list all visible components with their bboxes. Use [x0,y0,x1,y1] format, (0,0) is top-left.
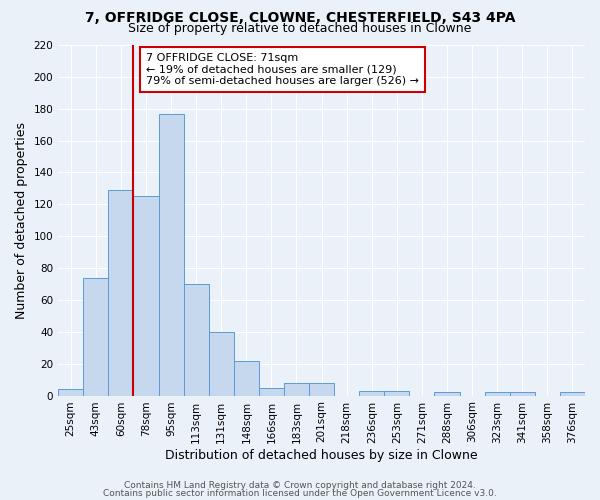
Text: 7 OFFRIDGE CLOSE: 71sqm
← 19% of detached houses are smaller (129)
79% of semi-d: 7 OFFRIDGE CLOSE: 71sqm ← 19% of detache… [146,53,419,86]
Bar [133,196,158,396]
Text: Contains HM Land Registry data © Crown copyright and database right 2024.: Contains HM Land Registry data © Crown c… [124,481,476,490]
Bar [510,392,535,396]
Y-axis label: Number of detached properties: Number of detached properties [15,122,28,319]
Bar [485,392,510,396]
Bar [434,392,460,396]
Text: 7, OFFRIDGE CLOSE, CLOWNE, CHESTERFIELD, S43 4PA: 7, OFFRIDGE CLOSE, CLOWNE, CHESTERFIELD,… [85,11,515,25]
Bar [560,392,585,396]
Bar [109,190,133,396]
X-axis label: Distribution of detached houses by size in Clowne: Distribution of detached houses by size … [165,450,478,462]
Bar [83,278,109,396]
Bar [209,332,234,396]
Bar [158,114,184,396]
Bar [184,284,209,396]
Text: Contains public sector information licensed under the Open Government Licence v3: Contains public sector information licen… [103,488,497,498]
Bar [309,383,334,396]
Bar [359,391,385,396]
Text: Size of property relative to detached houses in Clowne: Size of property relative to detached ho… [128,22,472,35]
Bar [58,389,83,396]
Bar [259,388,284,396]
Bar [385,391,409,396]
Bar [284,383,309,396]
Bar [234,360,259,396]
